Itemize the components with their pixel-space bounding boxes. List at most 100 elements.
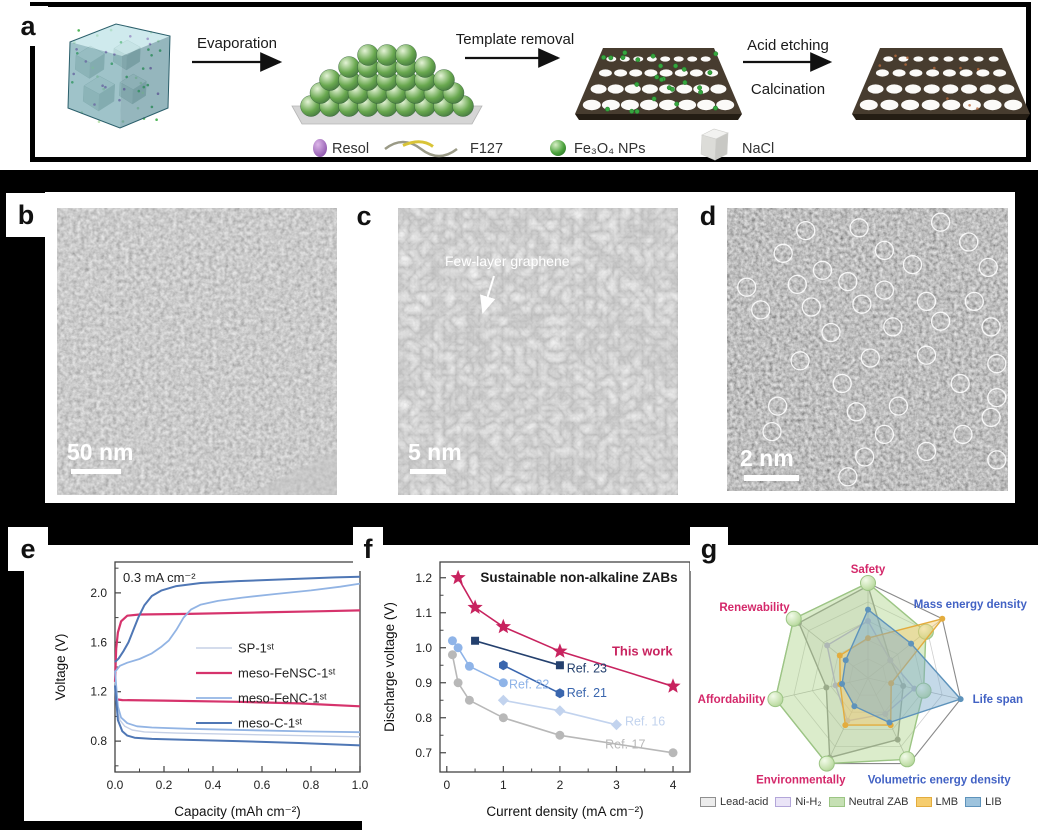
svg-text:0.8: 0.8 <box>303 778 320 792</box>
radar-series-lib <box>839 606 964 726</box>
panel-e-label: e <box>8 527 48 571</box>
f-axes: 0 1 2 3 4 0.7 0.8 0.9 1.0 1.1 1.2 <box>415 561 691 792</box>
svg-text:1.2: 1.2 <box>90 685 107 699</box>
svg-text:Ref. 23: Ref. 23 <box>567 661 607 675</box>
panel-c-label: c <box>347 196 381 236</box>
svg-text:0.9: 0.9 <box>415 676 432 690</box>
svg-text:0: 0 <box>443 778 450 792</box>
f-series-ref-22: Ref. 22 <box>447 636 549 691</box>
svg-text:meso-C-1ˢᵗ: meso-C-1ˢᵗ <box>238 716 302 731</box>
e-legend: SP-1ˢᵗ meso-FeNSC-1ˢᵗ meso-FeNC-1ˢᵗ meso-C-… <box>196 641 336 731</box>
chart-rate-comparison: 0 1 2 3 4 0.7 0.8 0.9 1.0 1.1 1.2 Current density (… <box>382 561 691 819</box>
f-series-ref-17: Ref. 17 <box>447 650 678 758</box>
svg-text:1.0: 1.0 <box>352 778 369 792</box>
radar-axis-labels: Safety Mass energy density Life span Volume… <box>698 564 1028 787</box>
radar-legend-label: Ni-H₂ <box>795 796 822 808</box>
svg-text:0.8: 0.8 <box>415 711 432 725</box>
svg-text:Mass energy density: Mass energy density <box>914 599 1028 611</box>
svg-text:meso-FeNSC-1ˢᵗ: meso-FeNSC-1ˢᵗ <box>238 666 336 681</box>
svg-text:Environmentally: Environmentally <box>756 775 846 787</box>
radar-series <box>767 575 964 772</box>
tem-b-scale-text: 50 nm <box>67 439 133 465</box>
radar-legend-item-ni-h-: Ni-H₂ <box>775 796 822 808</box>
radar-legend-label: Neutral ZAB <box>848 796 909 808</box>
tem-c-annotation: Few-layer graphene <box>445 253 570 269</box>
mesoporous-sheet-with-nps <box>575 48 742 120</box>
svg-text:1.1: 1.1 <box>415 606 432 620</box>
svg-text:0.4: 0.4 <box>205 778 222 792</box>
f-xlabel: Current density (mA cm⁻²) <box>486 804 643 819</box>
f127-wave-highlight <box>402 140 434 148</box>
panel-f-label: f <box>353 527 383 571</box>
tem-image-c: Few-layer graphene 5 nm <box>398 208 678 495</box>
svg-text:0.0: 0.0 <box>107 778 124 792</box>
tem-b-scale-bar <box>71 469 121 474</box>
micelle-mound <box>291 44 483 125</box>
radar-legend-swatch <box>700 797 716 807</box>
nacl-cube-icon <box>700 128 729 161</box>
tem-image-b: 50 nm <box>57 208 337 495</box>
panel-a-schematic: Evaporation Template removal Acid etchin… <box>67 23 1030 161</box>
radar-legend-swatch <box>965 797 982 807</box>
panel-a-label: a <box>8 6 48 46</box>
radar-legend-label: LIB <box>985 796 1002 808</box>
e-ylabel: Voltage (V) <box>53 634 68 701</box>
radar-legend-item-lib: LIB <box>965 796 1002 808</box>
svg-text:0.8: 0.8 <box>90 734 107 748</box>
step-label-template-removal: Template removal <box>456 31 574 48</box>
panel-b-label: b <box>6 193 46 237</box>
svg-text:0.7: 0.7 <box>415 746 432 760</box>
svg-text:0.6: 0.6 <box>254 778 271 792</box>
svg-text:Life span: Life span <box>973 694 1023 706</box>
chart-radar-battery-comparison: Safety Mass energy density Life span Volume… <box>698 564 1028 787</box>
step-label-calcination: Calcination <box>751 81 825 98</box>
e-curves <box>113 575 361 747</box>
svg-text:2.0: 2.0 <box>90 586 107 600</box>
radar-legend-item-lead-acid: Lead-acid <box>700 796 768 808</box>
tem-c-scale-bar <box>410 469 446 474</box>
step-label-evaporation: Evaporation <box>197 35 277 52</box>
tem-c-annotation-arrow <box>480 275 496 314</box>
tem-c-texture <box>398 208 678 495</box>
f-series-ref-16: Ref. 16 <box>497 694 665 731</box>
svg-text:1: 1 <box>500 778 507 792</box>
panel-a-frame <box>30 2 1031 162</box>
nacl-composite-cube <box>67 23 171 129</box>
tem-b-vacuum-corner <box>247 450 337 495</box>
radar-legend-label: LMB <box>935 796 959 808</box>
single-atom-circles <box>737 212 1007 487</box>
e-current-density-annotation: 0.3 mA cm⁻² <box>123 570 196 585</box>
svg-text:2: 2 <box>557 778 564 792</box>
svg-text:Ref. 16: Ref. 16 <box>625 714 665 728</box>
tem-d-scale-text: 2 nm <box>740 445 794 471</box>
svg-text:0.2: 0.2 <box>156 778 173 792</box>
svg-text:Ref. 22: Ref. 22 <box>509 677 549 691</box>
f-title: Sustainable non-alkaline ZABs <box>480 570 677 585</box>
svg-text:Ref. 17: Ref. 17 <box>605 738 645 752</box>
resol-icon <box>313 139 327 157</box>
f-series-ref-21: Ref. 21 <box>499 660 607 700</box>
f127-wave-icon <box>384 140 458 158</box>
radar-legend-swatch <box>915 797 932 807</box>
panel-d-label: d <box>690 196 726 236</box>
f-series-this-work: This work <box>450 569 681 693</box>
legend-label-fe3o4: Fe₃O₄ NPs <box>574 141 645 157</box>
radar-legend-swatch <box>828 797 845 807</box>
svg-text:Renewability: Renewability <box>719 602 790 614</box>
radar-legend: Lead-acid Ni-H₂ Neutral ZAB LMB LIB <box>700 796 1038 808</box>
svg-text:1.0: 1.0 <box>415 641 432 655</box>
svg-text:3: 3 <box>613 778 620 792</box>
svg-text:Safety: Safety <box>851 564 886 576</box>
panel-g-label: g <box>690 527 728 571</box>
svg-text:This work: This work <box>612 643 673 658</box>
svg-text:SP-1ˢᵗ: SP-1ˢᵗ <box>238 641 274 656</box>
e-xlabel: Capacity (mAh cm⁻²) <box>174 804 300 819</box>
mesoporous-carbon-sheet <box>852 48 1030 120</box>
tem-c-scale-text: 5 nm <box>408 439 462 465</box>
fe3o4-np-icon <box>550 140 566 156</box>
chart-voltage-capacity: 0.0 0.2 0.4 0.6 0.8 1.0 0.8 1.2 1.6 2.0 Capacity (… <box>53 561 369 819</box>
f-ylabel: Discharge voltage (V) <box>382 602 397 732</box>
svg-text:meso-FeNC-1ˢᵗ: meso-FeNC-1ˢᵗ <box>238 691 327 706</box>
legend-label-resol: Resol <box>332 141 369 157</box>
